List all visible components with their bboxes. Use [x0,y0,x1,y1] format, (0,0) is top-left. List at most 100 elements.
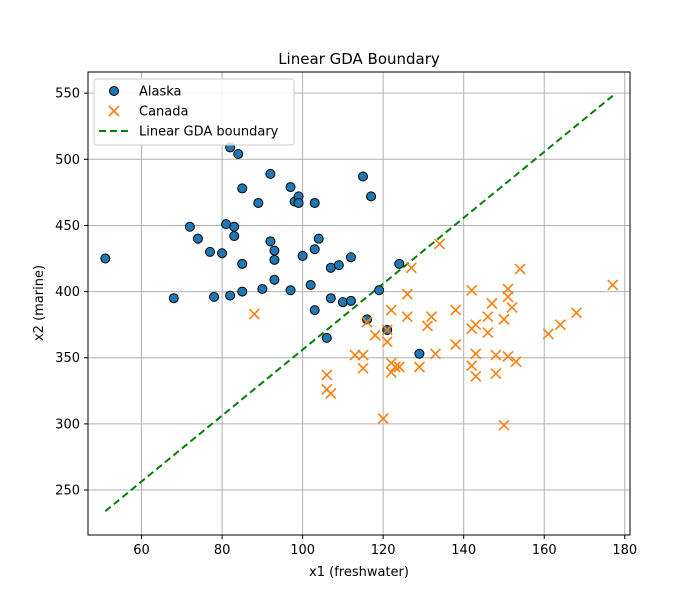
alaska-point [345,295,356,306]
canada-point [413,361,425,373]
canada-point [470,319,482,331]
alaska-point [233,149,244,160]
canada-point [433,238,446,250]
alaska-point [265,236,276,247]
alaska-point [217,248,228,259]
alaska-point [293,197,304,208]
canada-point [470,348,482,360]
canada-point [490,368,502,380]
alaska-point [305,279,316,290]
canada-point [425,311,438,323]
legend-circle-marker [109,86,119,96]
canada-point [377,413,389,425]
canada-point [498,313,510,325]
canada-point [381,324,393,336]
y-tick-label: 550 [55,87,80,102]
alaska-point [325,293,336,304]
canada-point [325,387,337,400]
canada-point [393,361,405,373]
alaska-point [269,254,280,265]
canada-point [369,329,381,341]
canada-point [502,291,514,303]
alaska-point [100,253,111,264]
canada-point [349,349,361,361]
canada-point [490,349,502,361]
alaska-point [394,258,405,269]
grid [88,72,630,535]
alaska-point [309,244,320,255]
canada-point [607,279,619,291]
alaska-point [358,171,369,182]
canada-point [554,319,566,331]
chart-title: Linear GDA Boundary [278,50,440,68]
alaska-point [225,290,236,301]
legend-label: Alaska [139,85,182,100]
canada-point [502,350,514,362]
y-tick-label: 350 [55,351,80,366]
alaska-point [297,250,308,261]
y-tick-label: 400 [55,285,80,300]
canada-point [502,283,514,295]
legend-item-linear-gda-boundary: Linear GDA boundary [99,125,279,140]
canada-point [482,327,494,339]
alaska-point [237,183,248,194]
x-tick-label: 80 [214,543,231,558]
alaska-point [321,332,332,343]
alaska-point [414,348,425,359]
legend-label: Canada [139,105,188,120]
canada-point [429,348,442,360]
canada-point [542,328,554,340]
canada-point [321,369,333,381]
alaska-point [192,233,203,244]
alaska-point [237,258,248,269]
canada-point [450,338,462,351]
alaska-point [205,246,216,257]
canada-point [482,311,494,323]
canada-point [357,362,369,374]
alaska-point [237,286,248,297]
alaska-point [168,293,179,304]
canada-point [401,311,413,323]
alaska-point [345,252,356,263]
alaska-point [253,197,264,208]
canada-point [361,316,373,328]
plot-area-frame [87,71,631,536]
alaska-point [313,233,324,244]
canada-point [381,336,393,348]
x-tick-label: 180 [612,543,637,558]
alaska-point [269,245,280,256]
alaska-point [269,274,280,285]
y-tick-label: 500 [55,153,80,168]
alaska-point [285,182,296,193]
x-tick-label: 120 [371,543,396,558]
series-canada [248,238,619,431]
canada-point [570,307,583,319]
canada-point [514,263,526,275]
y-axis-label: x2 (marine) [32,265,47,341]
x-axis-label: x1 (freshwater) [309,565,409,580]
canada-point [401,288,413,300]
legend-label: Linear GDA boundary [139,125,279,140]
x-tick-label: 100 [290,543,315,558]
y-tick-label: 250 [55,484,80,499]
canada-point [385,304,397,316]
canada-point [357,349,369,361]
y-tick-label: 300 [55,417,80,432]
series-layer [100,95,619,512]
alaska-point [285,285,296,296]
x-tick-label: 60 [133,543,150,558]
legend-item-alaska: Alaska [109,85,182,100]
alaska-point [184,221,195,232]
ticks: 60 80 100 120 140 160 180 250 300 350 400 450 500 550 [55,87,637,558]
alaska-point [265,168,276,179]
alaska-point [229,221,240,232]
x-tick-label: 140 [451,543,476,558]
x-tick-label: 160 [532,543,557,558]
canada-point [466,360,478,372]
canada-point [498,419,510,431]
legend-item-canada: Canada [108,105,188,120]
y-tick-label: 450 [55,219,80,234]
alaska-point [366,191,377,202]
